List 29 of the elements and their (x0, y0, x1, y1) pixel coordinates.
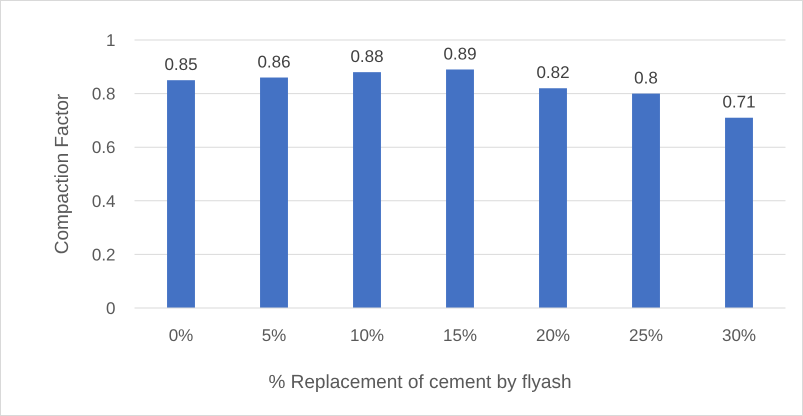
data-label: 0.85 (164, 55, 198, 74)
bar (167, 80, 195, 308)
y-tick-label: 1 (106, 30, 116, 50)
y-tick-label: 0.6 (92, 138, 116, 158)
bar (725, 118, 753, 308)
bar (539, 88, 567, 308)
bar (260, 78, 288, 308)
x-tick-label: 15% (442, 326, 478, 345)
y-tick-label: 0 (106, 298, 116, 318)
data-label: 0.86 (257, 52, 291, 72)
bar (353, 72, 381, 308)
y-tick-label: 0.4 (92, 192, 116, 211)
data-label: 0.8 (634, 68, 658, 88)
data-label: 0.88 (350, 47, 384, 66)
y-tick-label: 0.2 (92, 245, 116, 264)
bar (632, 94, 660, 308)
y-axis-title: Compaction Factor (52, 93, 73, 254)
x-tick-label: 10% (350, 326, 384, 345)
x-tick-label: 20% (536, 326, 570, 345)
y-tick-label: 0.8 (92, 84, 116, 104)
data-label: 0.82 (536, 63, 570, 82)
x-tick-label: 5% (262, 326, 286, 345)
bar (446, 69, 474, 308)
x-tick-label: 25% (628, 326, 664, 345)
x-tick-label: 30% (722, 326, 756, 345)
x-axis-title: % Replacement of cement by flyash (268, 372, 572, 393)
data-label: 0.71 (722, 92, 756, 112)
data-label: 0.89 (443, 44, 477, 64)
x-tick-label: 0% (168, 326, 194, 345)
